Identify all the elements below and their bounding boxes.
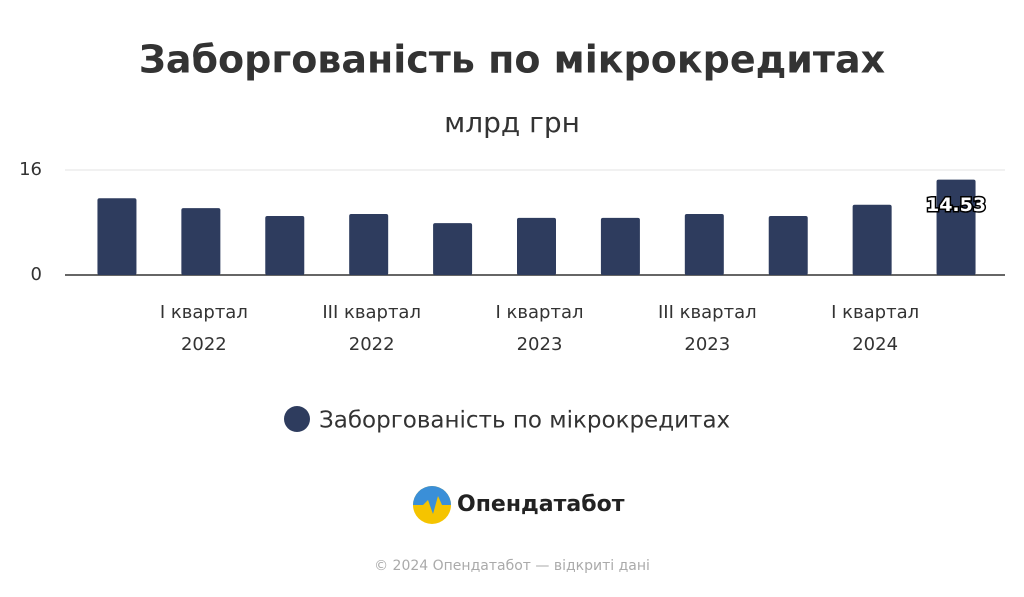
x-tick-label: I квартал 2024 <box>831 302 920 355</box>
bar <box>517 217 556 275</box>
bar <box>181 208 221 275</box>
legend-marker <box>284 406 310 432</box>
x-tick-label: III квартал 2023 <box>658 302 757 355</box>
x-tick-label: I квартал 2023 <box>495 302 584 355</box>
bar <box>768 215 808 275</box>
legend-label: Заборгованість по мікрокредитах <box>319 408 730 434</box>
data-label: 14.53 <box>926 194 986 216</box>
logo-text: Опендатабот <box>457 492 625 517</box>
x-tick-label: I квартал 2022 <box>159 302 248 355</box>
bar <box>600 217 640 275</box>
chart-title: Заборгованість по мікрокредитах <box>139 38 885 82</box>
footer: © 2024 Опендатабот — відкриті дані <box>374 558 650 574</box>
bar <box>265 215 305 275</box>
bar <box>97 198 137 275</box>
bar <box>684 213 724 275</box>
bar <box>349 213 389 275</box>
y-tick-label: 0 <box>31 264 42 285</box>
logo-icon <box>413 486 451 524</box>
x-tick-label: III квартал 2022 <box>322 302 421 355</box>
chart-subtitle: млрд грн <box>444 106 580 139</box>
y-tick-label: 16 <box>19 159 42 180</box>
bar <box>936 179 976 275</box>
bar <box>852 204 892 275</box>
bar <box>433 223 473 275</box>
